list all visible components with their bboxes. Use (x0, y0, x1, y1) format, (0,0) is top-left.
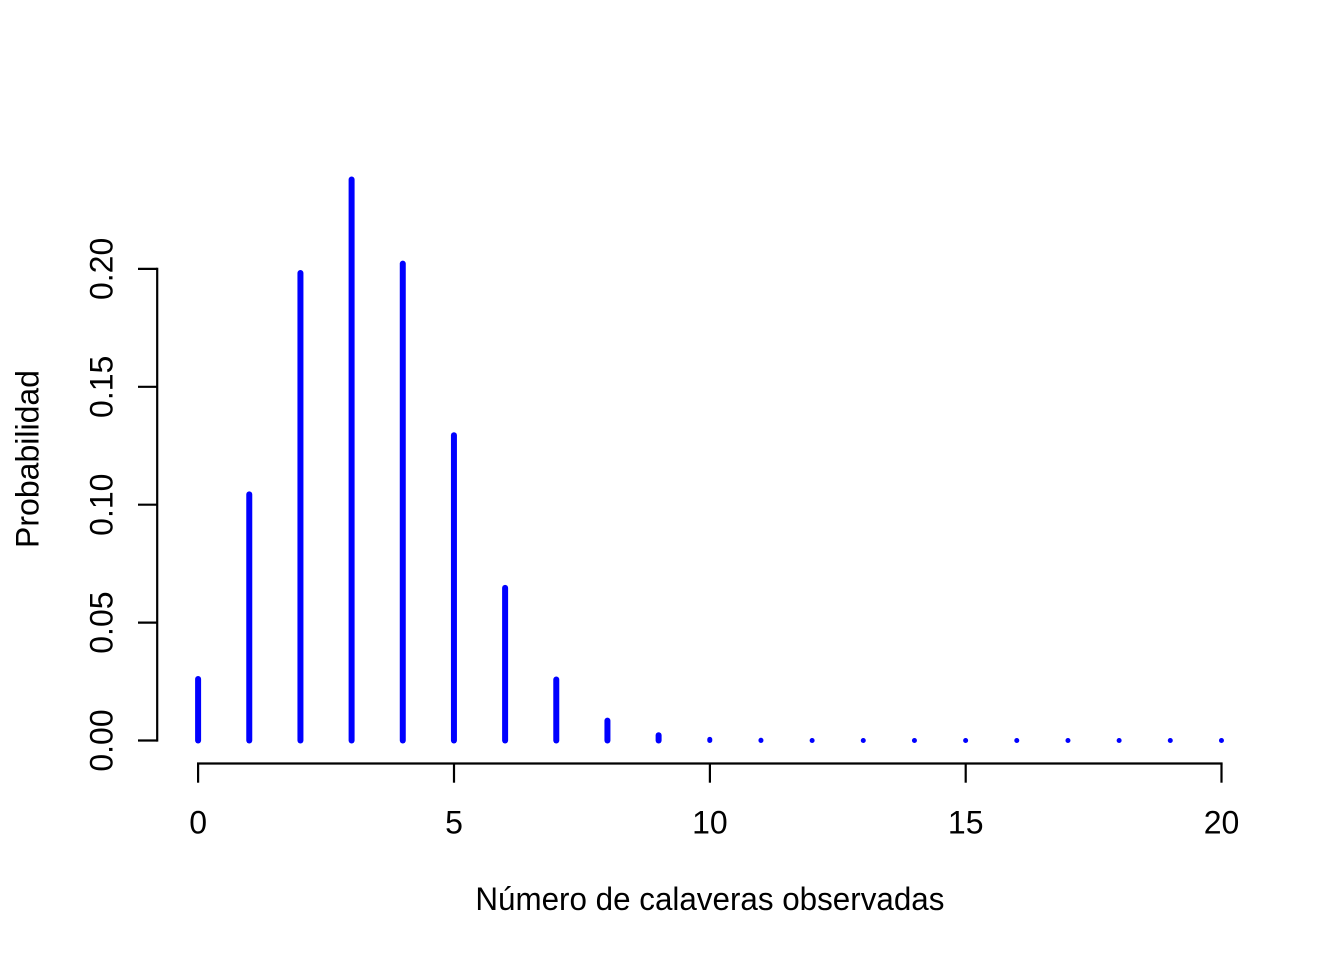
svg-text:15: 15 (948, 804, 984, 840)
svg-text:10: 10 (692, 804, 728, 840)
svg-text:0: 0 (189, 804, 207, 840)
svg-text:0.00: 0.00 (84, 709, 120, 771)
svg-text:Número de calaveras observadas: Número de calaveras observadas (475, 881, 944, 917)
svg-text:0.20: 0.20 (84, 238, 120, 300)
svg-text:5: 5 (445, 804, 463, 840)
svg-text:0.05: 0.05 (84, 591, 120, 653)
svg-text:0.15: 0.15 (84, 356, 120, 418)
svg-text:Probabilidad: Probabilidad (9, 370, 45, 548)
svg-text:0.10: 0.10 (84, 474, 120, 536)
svg-text:20: 20 (1204, 804, 1240, 840)
